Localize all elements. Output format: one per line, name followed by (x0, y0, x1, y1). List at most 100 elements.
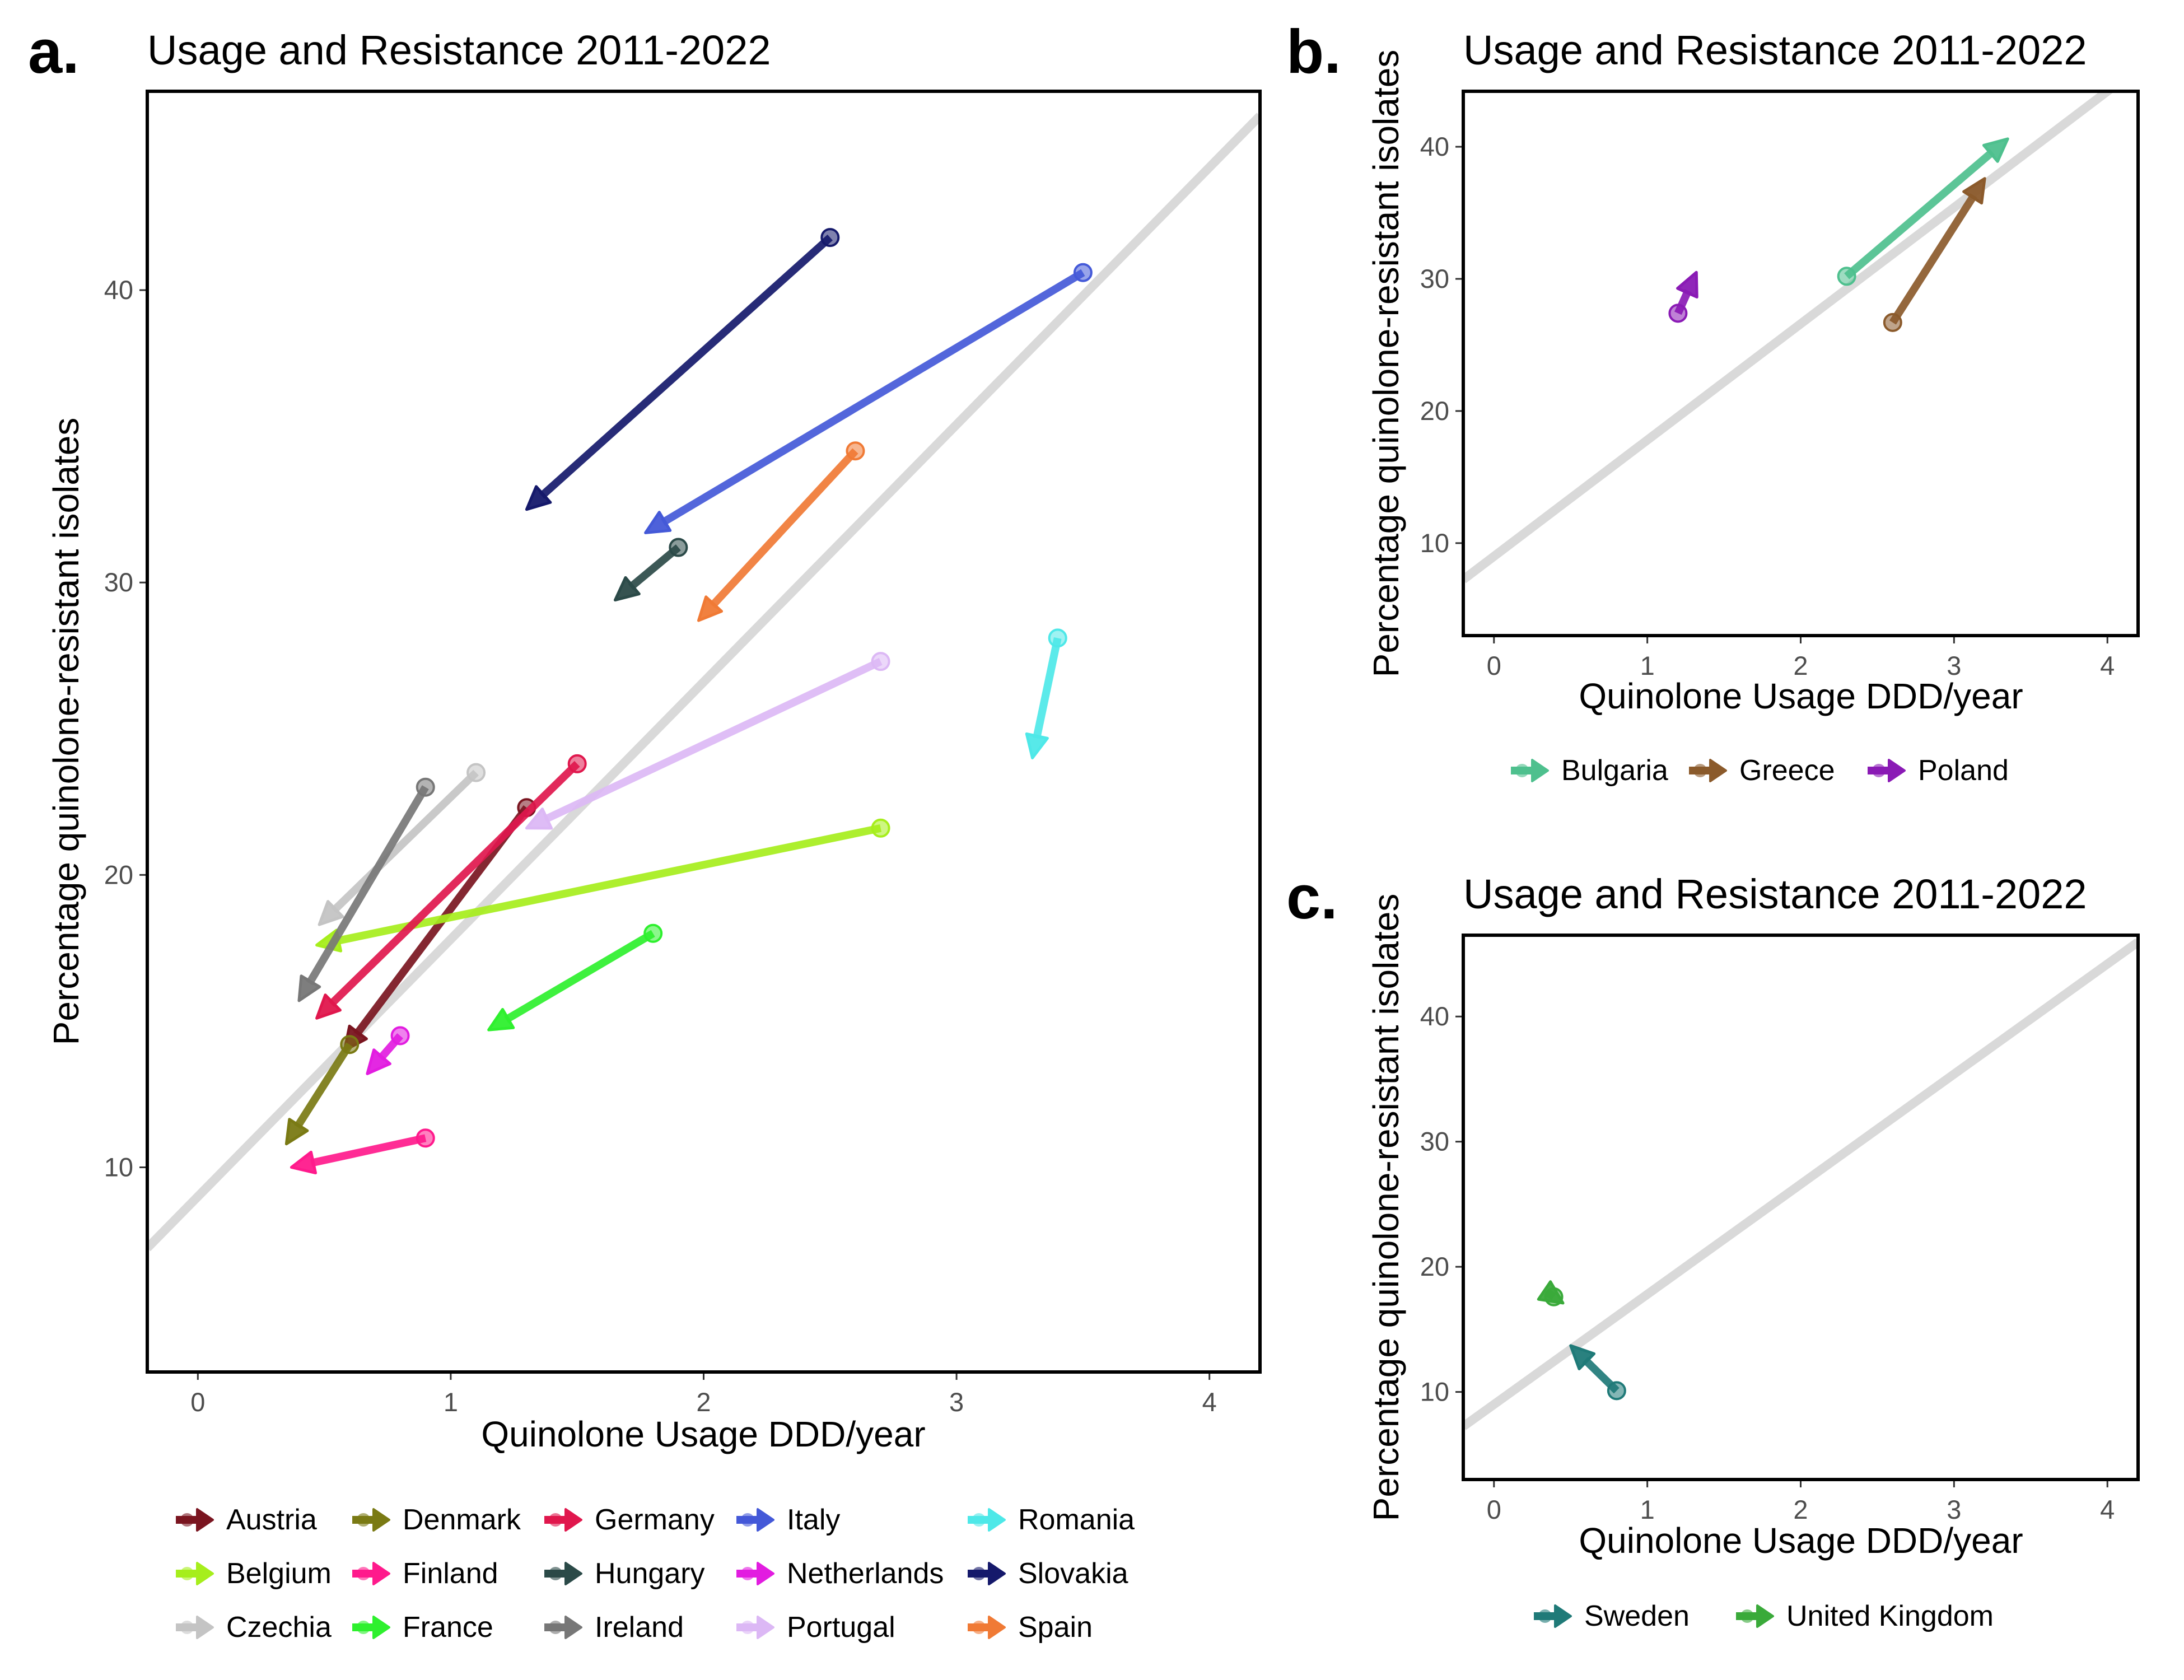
start-point-romania (1048, 628, 1067, 648)
panel-a-plot: 0 1 2 3 4 10 20 30 40 (104, 113, 1260, 1417)
start-point-france (643, 923, 663, 943)
x-tick-label: 2 (1793, 1495, 1808, 1524)
legend-label: Finland (403, 1557, 498, 1590)
start-point-spain (846, 441, 865, 461)
panel-c-letter: c. (1286, 863, 1338, 932)
arrow-head-greece (1962, 177, 1986, 205)
legend-label: France (403, 1611, 493, 1644)
start-point-sweden (1607, 1381, 1626, 1401)
arrow-france (487, 923, 663, 1032)
panel-a-reference-line (147, 113, 1260, 1252)
start-point-hungary (669, 538, 688, 557)
legend-key-arrow-icon (564, 1508, 582, 1532)
legend-key-point (972, 1621, 986, 1634)
legend-key-arrow-icon (196, 1616, 214, 1639)
panel-a-x-axis-label: Quinolone Usage DDD/year (481, 1414, 925, 1454)
x-tick-label: 2 (696, 1387, 711, 1417)
legend-key-point (1538, 1609, 1552, 1623)
y-tick-label: 20 (104, 860, 133, 889)
panel-b-legend: Bulgaria Greece Poland (1511, 754, 2009, 787)
start-point-united-kingdom (1544, 1287, 1564, 1306)
arrow-netherlands (366, 1026, 410, 1075)
y-tick-label: 30 (1420, 264, 1449, 293)
y-tick-label: 30 (104, 567, 133, 597)
y-tick-label: 20 (1420, 1252, 1449, 1281)
panel-b-plot-frame (1462, 90, 2140, 637)
legend-item-poland: Poland (1868, 754, 2009, 787)
panel-c-plot-frame (1462, 934, 2140, 1481)
panel-b-x-axis-label: Quinolone Usage DDD/year (1579, 676, 2023, 716)
panel-a-y-axis-label: Percentage quinolone-resistant isolates (46, 418, 86, 1046)
legend-key-point (549, 1513, 562, 1527)
legend-item-united-kingdom: United Kingdom (1736, 1600, 1994, 1632)
legend-key-point (180, 1513, 194, 1527)
panel-b-reference-line (1463, 91, 2115, 584)
arrow-bulgaria (1837, 137, 2009, 286)
x-tick-label: 0 (190, 1387, 205, 1417)
start-point-belgium (871, 818, 890, 838)
arrow-head-denmark (284, 1118, 309, 1146)
arrow-sweden (1569, 1344, 1626, 1401)
legend-label: Ireland (595, 1611, 684, 1644)
arrow-head-italy (644, 511, 672, 534)
arrow-head-ireland (297, 974, 321, 1002)
panel-b-plot-area (1463, 91, 2115, 584)
legend-key-point (357, 1513, 370, 1527)
legend-label: Portugal (787, 1611, 895, 1644)
panel-c-plot: 0 1 2 3 4 10 20 30 40 (1420, 938, 2138, 1524)
legend-key-arrow-icon (988, 1562, 1006, 1585)
arrow-head-portugal (525, 808, 553, 830)
legend-key-point (741, 1621, 754, 1634)
start-point-slovakia (820, 228, 840, 248)
arrow-shaft-denmark (293, 1042, 353, 1130)
arrow-head-spain (697, 595, 724, 622)
legend-item-bulgaria: Bulgaria (1511, 754, 1668, 787)
arrow-head-poland (1676, 270, 1698, 298)
legend-key-arrow-icon (757, 1562, 774, 1585)
legend-item-spain: Spain (968, 1611, 1093, 1644)
panel-b-letter: b. (1286, 17, 1341, 86)
legend-item-italy: Italy (736, 1504, 840, 1536)
start-point-czechia (466, 763, 486, 782)
start-point-germany (567, 754, 587, 773)
panel-a-plot-area (147, 113, 1260, 1252)
panel-b-axes: 0 1 2 3 4 10 20 30 40 (1420, 132, 2115, 680)
panel-c-y-axis-label: Percentage quinolone-resistant isolates (1366, 894, 1406, 1522)
panel-a-letter: a. (28, 17, 80, 86)
arrow-head-slovakia (525, 485, 552, 511)
panel-c-reference-line (1463, 938, 2138, 1430)
x-tick-label: 1 (1640, 651, 1655, 680)
arrow-shaft-slovakia (539, 234, 833, 499)
legend-label: Slovakia (1018, 1557, 1128, 1590)
x-tick-label: 4 (1202, 1387, 1217, 1417)
arrow-shaft-czechia (331, 769, 479, 914)
panel-c-x-axis-label: Quinolone Usage DDD/year (1579, 1520, 2023, 1561)
panel-b-y-axis-label: Percentage quinolone-resistant isolates (1366, 50, 1406, 678)
y-tick-label: 10 (1420, 528, 1449, 558)
panel-c-legend: Sweden United Kingdom (1534, 1600, 1994, 1632)
legend-label: Poland (1918, 754, 2009, 787)
legend-item-czechia: Czechia (176, 1611, 332, 1644)
legend-label: Spain (1018, 1611, 1093, 1644)
x-tick-label: 4 (2100, 1495, 2115, 1524)
legend-item-germany: Germany (544, 1504, 715, 1536)
arrow-head-czechia (318, 900, 344, 926)
panel-a-legend: Austria Belgium Czechia Denmark Finland Franc… (176, 1504, 1135, 1644)
start-point-bulgaria (1837, 267, 1856, 286)
legend-label: Italy (787, 1504, 840, 1536)
legend-label: Belgium (226, 1557, 332, 1590)
arrow-shaft-portugal (543, 657, 883, 823)
arrow-czechia (318, 763, 486, 926)
panel-a-title: Usage and Resistance 2011-2022 (147, 27, 771, 73)
legend-label: Germany (595, 1504, 715, 1536)
legend-key-point (549, 1621, 562, 1634)
x-tick-label: 2 (1793, 651, 1808, 680)
arrow-head-sweden (1569, 1344, 1596, 1370)
legend-item-ireland: Ireland (544, 1611, 684, 1644)
arrow-shaft-france (504, 930, 655, 1023)
arrow-head-hungary (613, 576, 641, 602)
start-point-italy (1073, 263, 1093, 282)
arrow-greece (1883, 177, 1986, 332)
legend-key-point (1872, 764, 1886, 777)
